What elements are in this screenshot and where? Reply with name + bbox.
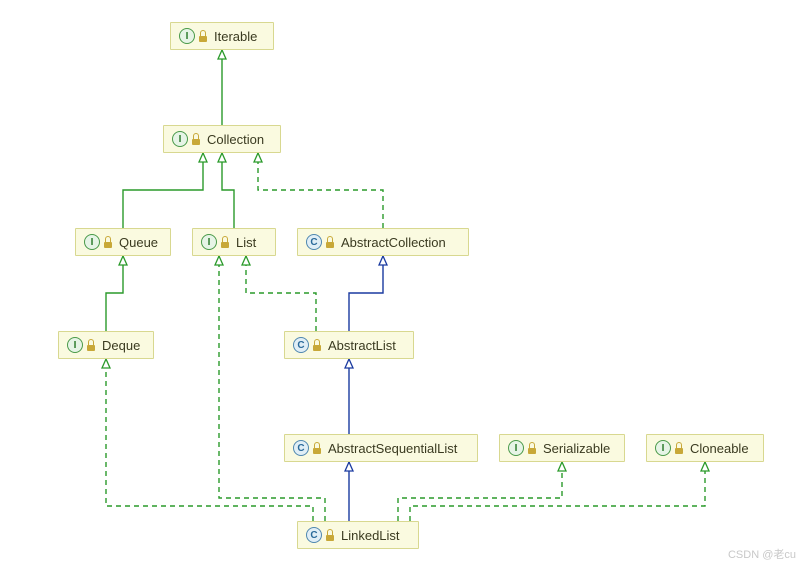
edge-queue-to-collection [123,153,203,228]
lock-icon [675,442,685,454]
class-badge-icon: C [293,337,309,353]
interface-badge-icon: I [201,234,217,250]
edge-deque-to-queue [106,256,123,331]
class-badge-icon: C [293,440,309,456]
interface-badge-icon: I [655,440,671,456]
node-label: AbstractSequentialList [328,441,457,456]
class-badge-icon: C [306,527,322,543]
lock-icon [87,339,97,351]
node-queue: I Queue [75,228,171,256]
node-label: Queue [119,235,158,250]
interface-badge-icon: I [172,131,188,147]
node-abstractcoll: C AbstractCollection [297,228,469,256]
node-label: Collection [207,132,264,147]
node-iterable: I Iterable [170,22,274,50]
node-label: LinkedList [341,528,400,543]
lock-icon [326,236,336,248]
lock-icon [192,133,202,145]
edges-layer [0,0,804,568]
node-label: Deque [102,338,140,353]
interface-badge-icon: I [508,440,524,456]
lock-icon [313,442,323,454]
lock-icon [313,339,323,351]
interface-badge-icon: I [84,234,100,250]
node-label: AbstractList [328,338,396,353]
edge-list-to-collection [222,153,234,228]
lock-icon [528,442,538,454]
class-hierarchy-diagram: I Iterable I Collection I Queue I List C Abstract… [0,0,804,568]
node-label: Iterable [214,29,257,44]
node-linkedlist: C LinkedList [297,521,419,549]
lock-icon [104,236,114,248]
edge-abstractcoll-to-collection [258,153,383,228]
interface-badge-icon: I [67,337,83,353]
edge-linkedlist-to-deque [106,359,313,521]
edge-linkedlist-to-list [219,256,325,521]
lock-icon [221,236,231,248]
interface-badge-icon: I [179,28,195,44]
node-abstractseqlist: C AbstractSequentialList [284,434,478,462]
node-abstractlist: C AbstractList [284,331,414,359]
edge-linkedlist-to-serializable [398,462,562,521]
node-list: I List [192,228,276,256]
edge-abstractlist-to-abstractcoll [349,256,383,331]
node-label: Serializable [543,441,610,456]
node-serializable: I Serializable [499,434,625,462]
class-badge-icon: C [306,234,322,250]
edge-linkedlist-to-cloneable [410,462,705,521]
lock-icon [326,529,336,541]
node-collection: I Collection [163,125,281,153]
lock-icon [199,30,209,42]
edge-abstractlist-to-list [246,256,316,331]
node-label: Cloneable [690,441,749,456]
node-deque: I Deque [58,331,154,359]
node-label: List [236,235,256,250]
node-cloneable: I Cloneable [646,434,764,462]
node-label: AbstractCollection [341,235,446,250]
watermark: CSDN @老cu [728,546,796,562]
